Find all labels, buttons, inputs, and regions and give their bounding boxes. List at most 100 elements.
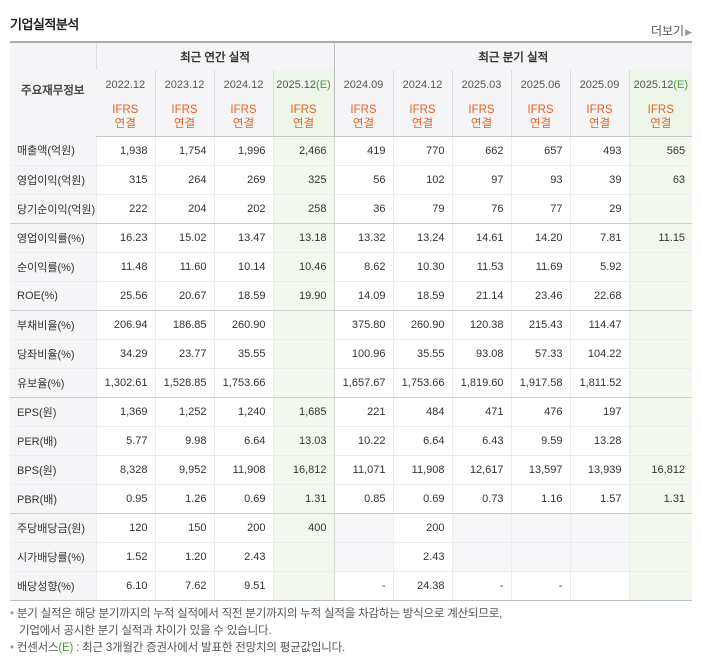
table-row: PBR(배) 0.95 1.26 0.69 1.31 0.85 0.69 0.73 1.16 1.… <box>10 484 693 514</box>
table-cell: 471 <box>451 397 511 427</box>
row-label: PER(배) <box>10 426 96 456</box>
table-cell: 260.90 <box>213 310 273 340</box>
table-row: ROE(%) 25.56 20.67 18.59 19.90 14.09 18.59 21.1… <box>10 281 693 311</box>
table-cell: 16.23 <box>95 223 155 253</box>
table-cell: 104.22 <box>569 339 629 369</box>
table-cell: 16,812 <box>272 455 334 485</box>
table-cell: 1,938 <box>95 136 155 166</box>
table-row: 시가배당률(%) 1.52 1.20 2.43 2.43 <box>10 542 693 572</box>
row-label: 순이익률(%) <box>10 252 96 282</box>
table-cell: 315 <box>95 165 155 195</box>
table-cell: 14.61 <box>451 223 511 253</box>
table-cell: 11.53 <box>451 252 511 282</box>
table-cell: 400 <box>272 513 334 543</box>
table-cell: 56 <box>333 165 393 195</box>
financial-summary-table: 주요재무정보 최근 연간 실적 최근 분기 실적 2022.12 2023.12 2… <box>10 41 693 601</box>
table-cell: 215.43 <box>510 310 570 340</box>
chevron-right-icon: ▶ <box>685 27 692 37</box>
more-link-label: 더보기 <box>650 24 685 38</box>
table-cell: 1.52 <box>95 542 155 572</box>
table-cell: 206.94 <box>95 310 155 340</box>
table-row: 부채비율(%) 206.94 186.85 260.90 375.80 260.90 120… <box>10 310 693 340</box>
table-cell <box>628 542 693 572</box>
table-row: EPS(원) 1,369 1,252 1,240 1,685 221 484 471 476 19… <box>10 397 693 427</box>
row-label: 당기순이익(억원) <box>10 194 96 224</box>
row-label: 시가배당률(%) <box>10 542 96 572</box>
table-row: 영업이익(억원) 315 264 269 325 56 102 97 93 39 63 <box>10 165 693 195</box>
period-header-row: 2022.12 2023.12 2024.12 2025.12(E) 2024.09 20… <box>10 70 693 99</box>
table-cell: 258 <box>272 194 334 224</box>
table-cell <box>628 397 693 427</box>
table-cell: 57.33 <box>510 339 570 369</box>
table-row: PER(배) 5.77 9.98 6.64 13.03 10.22 6.64 6.43 9.59… <box>10 426 693 456</box>
table-row: 영업이익률(%) 16.23 15.02 13.47 13.18 13.32 13.24 14… <box>10 223 693 253</box>
table-cell <box>272 310 334 340</box>
row-label: 주당배당금(원) <box>10 513 96 543</box>
table-cell: 18.59 <box>392 281 452 311</box>
table-cell: 1.31 <box>272 484 334 514</box>
table-cell: 29 <box>569 194 629 224</box>
footnote-quarterly-cont: 기업에서 공시한 분기 실적과 차이가 있을 수 있습니다. <box>19 625 272 637</box>
table-cell: 7.62 <box>154 571 214 601</box>
table-cell <box>569 513 629 543</box>
table-cell: 19.90 <box>272 281 334 311</box>
ifrs-header: IFRS 연결 <box>154 99 214 137</box>
table-cell: 2.43 <box>392 542 452 572</box>
table-cell: 120 <box>95 513 155 543</box>
table-cell <box>451 542 511 572</box>
table-cell <box>451 513 511 543</box>
table-cell: 100.96 <box>333 339 393 369</box>
period-header: 2022.12 <box>96 70 155 99</box>
table-cell: 11.48 <box>95 252 155 282</box>
table-cell: 36 <box>333 194 393 224</box>
ifrs-header: IFRS 연결 <box>510 99 570 137</box>
table-cell <box>569 571 629 601</box>
table-cell: 10.30 <box>392 252 452 282</box>
table-cell: 150 <box>154 513 214 543</box>
table-cell: 565 <box>628 136 693 166</box>
table-cell: 1,302.61 <box>95 368 155 398</box>
table-cell <box>333 542 393 572</box>
table-cell: 14.20 <box>510 223 570 253</box>
table-cell: 202 <box>213 194 273 224</box>
table-cell: 6.43 <box>451 426 511 456</box>
period-header: 2025.06 <box>510 70 570 99</box>
period-header: 2025.12(E) <box>628 70 693 99</box>
table-cell: 18.59 <box>213 281 273 311</box>
table-cell: 1,528.85 <box>154 368 214 398</box>
table-cell: - <box>333 571 393 601</box>
group-header-row: 주요재무정보 최근 연간 실적 최근 분기 실적 <box>10 41 693 136</box>
table-cell: 0.85 <box>333 484 393 514</box>
table-cell: 9.51 <box>213 571 273 601</box>
table-cell: 10.46 <box>272 252 334 282</box>
table-cell: 9.98 <box>154 426 214 456</box>
table-cell: 1.57 <box>569 484 629 514</box>
quarterly-group-header: 최근 분기 실적 <box>333 41 693 70</box>
table-cell: 0.95 <box>95 484 155 514</box>
footnotes: • 분기 실적은 해당 분기까지의 누적 실적에서 직전 분기까지의 누적 실적을… <box>10 606 692 657</box>
more-link[interactable]: 더보기▶ <box>651 22 692 39</box>
table-cell: 325 <box>272 165 334 195</box>
table-cell: 5.92 <box>569 252 629 282</box>
table-cell: 9.59 <box>510 426 570 456</box>
table-cell: 35.55 <box>392 339 452 369</box>
table-cell: 21.14 <box>451 281 511 311</box>
table-cell: 197 <box>569 397 629 427</box>
period-header: 2023.12 <box>154 70 214 99</box>
table-cell: 20.67 <box>154 281 214 311</box>
table-cell: 186.85 <box>154 310 214 340</box>
table-row: 유보율(%) 1,302.61 1,528.85 1,753.66 1,657.67 1,… <box>10 368 693 398</box>
table-cell: 9,952 <box>154 455 214 485</box>
table-cell <box>510 513 570 543</box>
table-cell: 375.80 <box>333 310 393 340</box>
ifrs-header: IFRS 연결 <box>213 99 273 137</box>
row-label: ROE(%) <box>10 281 96 311</box>
table-cell: 493 <box>569 136 629 166</box>
table-cell: 1,811.52 <box>569 368 629 398</box>
table-cell: 269 <box>213 165 273 195</box>
ifrs-header: IFRS 연결 <box>272 99 334 137</box>
row-label: 배당성향(%) <box>10 571 96 601</box>
table-cell: 11.69 <box>510 252 570 282</box>
table-cell: 1.31 <box>628 484 693 514</box>
table-cell: 2,466 <box>272 136 334 166</box>
